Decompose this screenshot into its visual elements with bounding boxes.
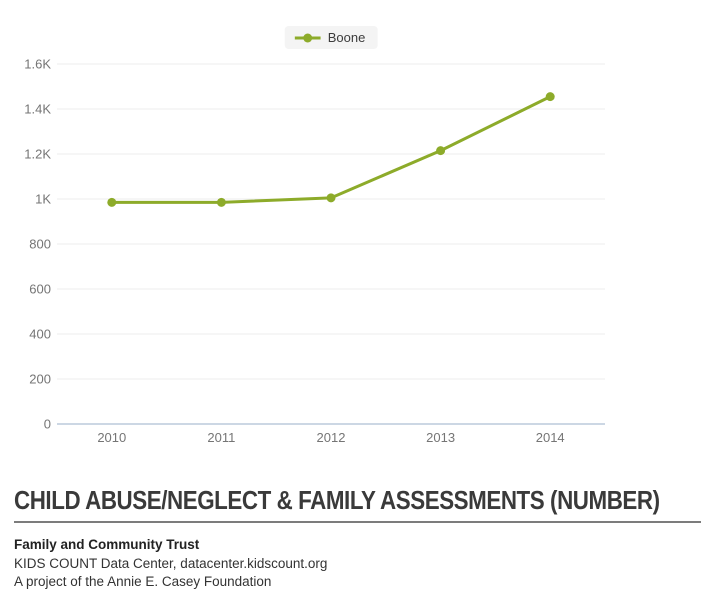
y-tick-label: 800 — [29, 237, 51, 252]
legend-marker-icon — [294, 33, 321, 42]
y-tick-label: 400 — [29, 327, 51, 342]
data-point-2014[interactable] — [545, 92, 555, 102]
y-tick-label: 1.6K — [24, 57, 51, 72]
y-tick-label: 1.2K — [24, 147, 51, 162]
line-chart: 0 200 400 600 800 1K 1.2K 1.4K 1.6K 2010 2011 2012 2… — [24, 26, 605, 445]
data-point-2013[interactable] — [436, 146, 446, 156]
x-tick-label: 2012 — [317, 430, 346, 445]
plot-svg: 0 200 400 600 800 1K 1.2K 1.4K 1.6K 2010 2011 2012 2… — [24, 57, 605, 445]
x-tick-label: 2013 — [426, 430, 455, 445]
data-point-2010[interactable] — [107, 197, 117, 207]
x-tick-label: 2014 — [536, 430, 565, 445]
y-tick-label: 200 — [29, 372, 51, 387]
y-tick-label: 0 — [44, 417, 51, 432]
attribution-org: Family and Community Trust — [14, 537, 200, 553]
attribution-project: A project of the Annie E. Casey Foundati… — [14, 574, 272, 590]
caption-section: CHILD ABUSE/NEGLECT & FAMILY ASSESSMENTS… — [0, 485, 715, 592]
y-tick-label: 1.4K — [24, 102, 51, 117]
legend-item-label: Boone — [327, 30, 366, 45]
x-tick-label: 2011 — [207, 430, 235, 445]
chart-title: CHILD ABUSE/NEGLECT & FAMILY ASSESSMENTS… — [14, 485, 660, 515]
attribution: Family and Community Trust KIDS COUNT Da… — [14, 536, 701, 592]
data-point-2012[interactable] — [326, 193, 336, 203]
legend[interactable]: Boone — [284, 26, 378, 49]
title-divider — [14, 521, 701, 524]
y-tick-label: 1K — [35, 192, 51, 207]
data-point-2011[interactable] — [216, 197, 226, 207]
attribution-source: KIDS COUNT Data Center, datacenter.kidsc… — [14, 555, 328, 571]
y-tick-label: 600 — [29, 282, 51, 297]
series-line-boone — [111, 95, 551, 204]
x-tick-label: 2010 — [97, 430, 126, 445]
